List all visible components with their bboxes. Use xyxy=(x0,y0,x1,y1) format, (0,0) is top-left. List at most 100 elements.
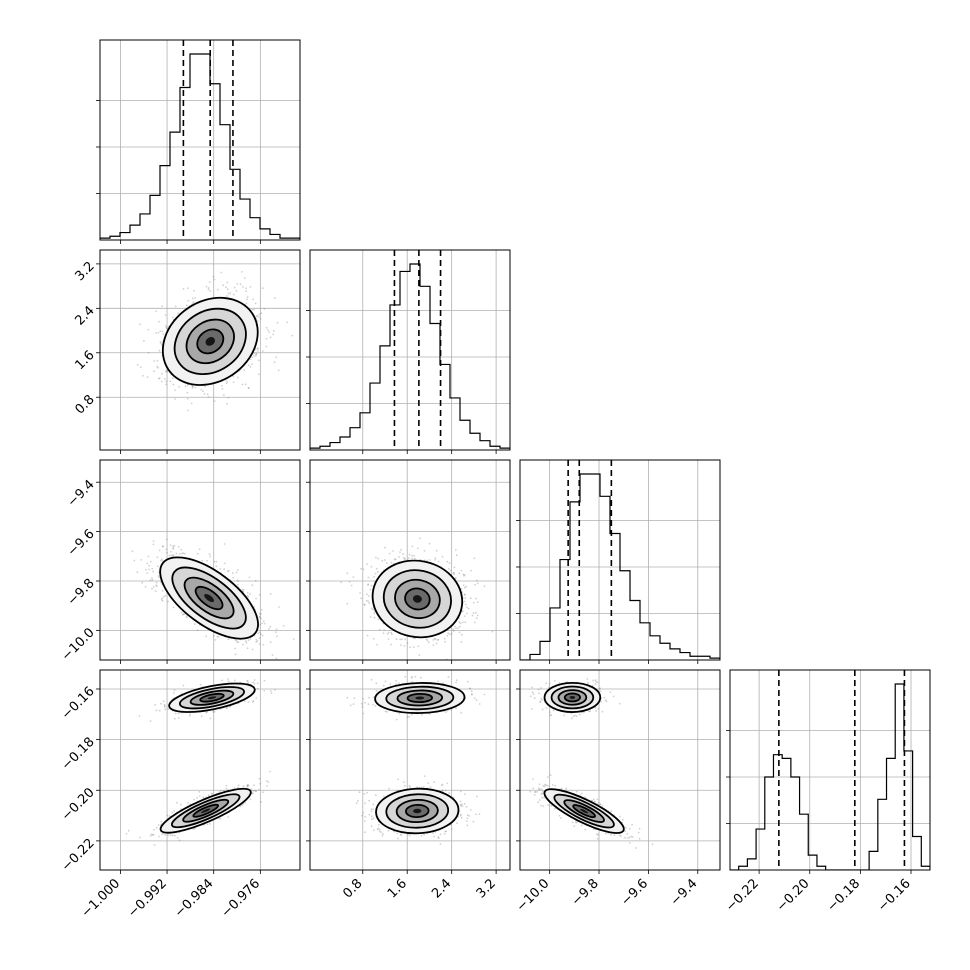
sample-point xyxy=(246,592,249,594)
sample-point xyxy=(251,356,254,359)
sample-point xyxy=(394,558,397,561)
sample-point xyxy=(190,402,193,405)
sample-point xyxy=(162,595,165,598)
sample-point xyxy=(255,315,258,318)
sample-point xyxy=(247,639,250,642)
sample-point xyxy=(223,562,226,565)
sample-point xyxy=(223,568,226,571)
sample-point xyxy=(423,549,426,552)
sample-point xyxy=(152,543,155,546)
sample-point xyxy=(233,679,236,682)
sample-point xyxy=(156,359,159,362)
sample-point xyxy=(247,701,250,703)
sample-point xyxy=(165,369,168,372)
scatter-1-0 xyxy=(136,271,294,412)
sample-point xyxy=(259,612,261,615)
sample-point xyxy=(278,606,280,608)
sample-point xyxy=(165,548,168,551)
sample-point xyxy=(187,397,189,400)
sample-point xyxy=(161,372,164,375)
sample-point xyxy=(261,287,264,290)
sample-point xyxy=(131,550,134,553)
sample-point xyxy=(242,286,244,288)
sample-point xyxy=(260,609,263,611)
sample-point xyxy=(252,298,255,301)
sample-point xyxy=(257,348,259,350)
sample-point xyxy=(234,647,237,650)
sample-point xyxy=(262,644,265,646)
sample-point xyxy=(208,553,211,556)
sample-point xyxy=(260,633,262,636)
sample-point xyxy=(426,559,428,562)
sample-point xyxy=(151,567,154,570)
sample-point xyxy=(146,562,149,565)
contours-2-0 xyxy=(159,556,259,640)
sample-point xyxy=(262,350,264,352)
sample-point xyxy=(407,557,410,559)
sample-point xyxy=(160,344,163,346)
mode-contour-2 xyxy=(394,578,441,620)
sample-point xyxy=(378,628,381,631)
sample-point xyxy=(268,331,270,333)
sample-point xyxy=(172,547,175,550)
sample-point xyxy=(192,828,195,830)
sample-point xyxy=(377,571,379,573)
sample-point xyxy=(464,621,467,623)
sample-point xyxy=(464,593,466,596)
sample-point xyxy=(227,638,230,641)
sample-point xyxy=(156,565,159,568)
sample-point xyxy=(171,316,174,319)
sample-point xyxy=(417,645,420,648)
sample-point xyxy=(350,584,353,587)
sample-point xyxy=(141,581,144,584)
sample-point xyxy=(483,585,486,588)
sample-point xyxy=(386,632,389,635)
sample-point xyxy=(452,572,455,575)
sample-point xyxy=(160,820,163,823)
sample-point xyxy=(196,629,199,632)
sample-point xyxy=(255,352,258,355)
sample-point xyxy=(452,628,454,630)
sample-point xyxy=(460,633,463,636)
sample-point xyxy=(255,597,257,600)
sample-point xyxy=(291,334,294,337)
sample-point xyxy=(155,584,158,587)
sample-point xyxy=(162,545,165,548)
sample-point xyxy=(171,377,174,380)
sample-point xyxy=(464,597,467,599)
sample-point xyxy=(384,559,386,561)
sample-point xyxy=(247,387,250,390)
sample-point xyxy=(388,552,391,555)
sample-point xyxy=(258,593,261,596)
sample-point xyxy=(166,370,169,373)
sample-point xyxy=(159,342,162,344)
sample-point xyxy=(454,549,457,551)
sample-point xyxy=(258,616,261,618)
sample-point xyxy=(192,385,194,388)
sample-point xyxy=(292,638,295,640)
sample-point xyxy=(267,329,269,331)
sample-point xyxy=(157,331,160,334)
histogram-1 xyxy=(310,263,510,450)
sample-point xyxy=(418,654,421,656)
sample-point xyxy=(204,385,206,388)
sample-point xyxy=(188,715,191,717)
sample-point xyxy=(447,567,450,570)
sample-point xyxy=(258,777,261,780)
sample-point xyxy=(191,387,194,389)
sample-point xyxy=(263,679,266,682)
sample-point xyxy=(240,271,243,273)
sample-point xyxy=(373,612,376,615)
sample-point xyxy=(140,366,142,369)
sample-point xyxy=(419,537,421,540)
sample-point xyxy=(259,631,261,634)
sample-point xyxy=(470,569,472,572)
sample-point xyxy=(372,608,375,611)
sample-point xyxy=(174,398,177,400)
sample-point xyxy=(237,784,240,787)
sample-point xyxy=(463,574,465,577)
sample-point xyxy=(464,603,467,606)
sample-point xyxy=(247,386,250,389)
sample-point xyxy=(178,385,181,388)
sample-point xyxy=(401,638,403,641)
